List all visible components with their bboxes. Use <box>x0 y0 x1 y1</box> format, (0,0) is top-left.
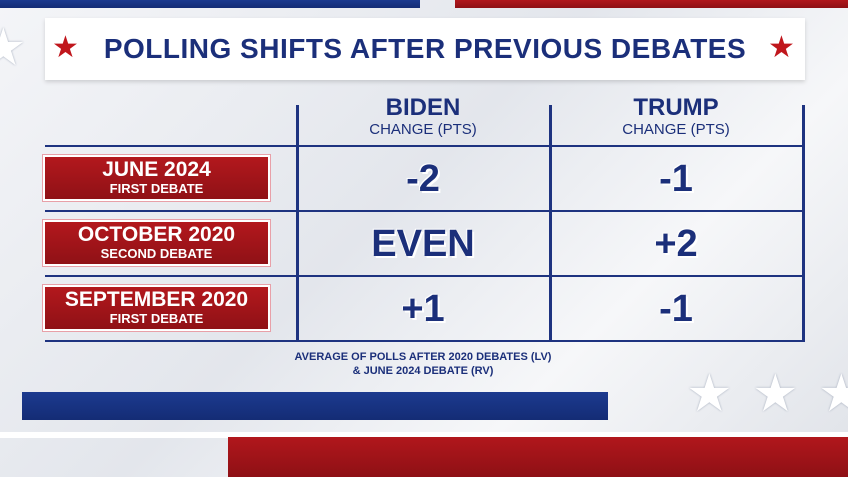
column-subheader: CHANGE (PTS) <box>369 121 477 138</box>
footnote: & JUNE 2024 DEBATE (RV) <box>352 365 494 377</box>
top-red-bar <box>455 0 848 8</box>
white-stripe <box>0 432 848 438</box>
grid-line <box>45 275 805 277</box>
title-star: ★ <box>52 31 79 64</box>
footnote: AVERAGE OF POLLS AFTER 2020 DEBATES (LV) <box>294 351 552 363</box>
decor-star: ★ <box>0 19 27 77</box>
row-label: OCTOBER 2020 <box>77 223 236 246</box>
column-subheader: CHANGE (PTS) <box>622 121 730 138</box>
grid-line <box>549 105 552 342</box>
title-star: ★ <box>768 31 795 64</box>
row-label-box: JUNE 2024 FIRST DEBATE <box>43 155 270 201</box>
grid-line <box>45 210 805 212</box>
cell: +1 <box>401 288 445 330</box>
row-label-box: OCTOBER 2020 SECOND DEBATE <box>43 220 270 266</box>
top-blue-bar <box>0 0 420 8</box>
grid-line <box>802 105 805 342</box>
cell: -1 <box>659 158 693 200</box>
bottom-red-bar <box>228 437 848 477</box>
title: POLLING SHIFTS AFTER PREVIOUS DEBATES <box>103 33 747 64</box>
cell: +2 <box>654 223 698 265</box>
row-label-box: SEPTEMBER 2020 FIRST DEBATE <box>43 285 270 331</box>
cell: -1 <box>659 288 693 330</box>
bottom-blue-bar <box>22 392 608 420</box>
row-label: SEPTEMBER 2020 <box>64 288 249 311</box>
title-banner <box>45 18 805 80</box>
cell: -2 <box>406 158 440 200</box>
column-header: BIDEN <box>385 94 461 121</box>
row-sublabel: SECOND DEBATE <box>100 246 213 261</box>
column-header: TRUMP <box>633 94 719 121</box>
grid-line <box>45 145 805 147</box>
decor-star: ★ <box>686 365 733 423</box>
grid-line <box>45 340 805 342</box>
row-label: JUNE 2024 <box>102 158 211 181</box>
row-sublabel: FIRST DEBATE <box>109 181 204 196</box>
cell: EVEN <box>371 223 475 265</box>
decor-star: ★ <box>818 365 848 423</box>
decor-star: ★ <box>752 365 799 423</box>
grid-line <box>296 105 299 342</box>
row-sublabel: FIRST DEBATE <box>109 311 204 326</box>
